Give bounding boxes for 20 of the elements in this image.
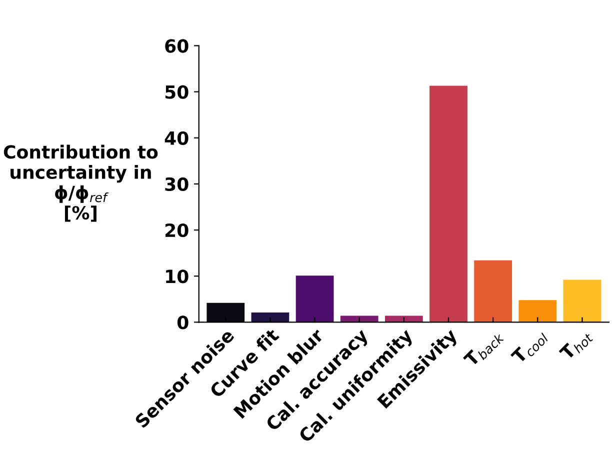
bar xyxy=(340,316,378,322)
bar xyxy=(296,276,334,322)
y-tick-label: 60 xyxy=(165,39,188,53)
bar xyxy=(206,302,245,322)
bar xyxy=(384,316,423,322)
bar xyxy=(518,300,557,322)
bar xyxy=(251,312,290,322)
y-tick-label: 40 xyxy=(164,131,188,145)
bar xyxy=(474,260,512,322)
x-tick-label: T$_{hot}$ xyxy=(558,328,594,363)
y-axis-title: Contribution to uncertainty in ϕ/ϕ$_{ref}$ [%] xyxy=(4,144,158,222)
y-tick-label: 20 xyxy=(165,223,188,238)
bar xyxy=(430,86,468,322)
y-tick-label: 0 xyxy=(177,316,188,330)
y-tick-label: 10 xyxy=(166,270,188,284)
y-tick-label: 50 xyxy=(165,85,188,99)
y-tick-label: 30 xyxy=(165,177,188,192)
x-tick-label: T$_{back}$ xyxy=(462,328,505,370)
bar xyxy=(563,280,602,322)
x-tick-label: T$_{cool}$ xyxy=(510,328,550,366)
